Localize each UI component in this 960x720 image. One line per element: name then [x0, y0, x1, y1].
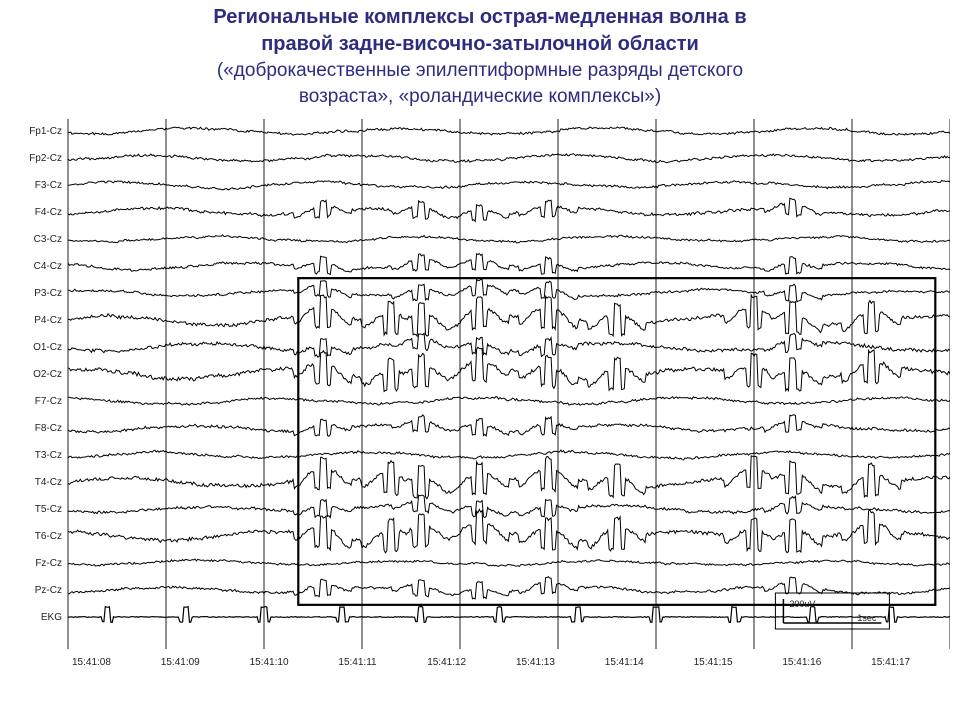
channel-label: F3-Cz — [35, 180, 62, 191]
eeg-trace — [68, 279, 950, 302]
time-axis: 15:41:0815:41:0915:41:1015:41:1115:41:12… — [78, 655, 960, 668]
eeg-trace — [68, 495, 950, 517]
eeg-trace — [68, 415, 950, 436]
channel-label: Fp2-Cz — [29, 153, 62, 164]
time-tick: 15:41:14 — [605, 657, 694, 668]
ekg-trace — [68, 607, 950, 623]
eeg-trace — [68, 397, 950, 406]
highlight-box — [298, 278, 935, 605]
time-tick: 15:41:15 — [694, 657, 783, 668]
eeg-trace — [68, 181, 950, 191]
channel-label: T5-Cz — [35, 504, 62, 515]
channel-label: T6-Cz — [35, 531, 62, 542]
time-tick: 15:41:08 — [72, 657, 161, 668]
channel-label: P4-Cz — [34, 315, 62, 326]
channel-label: T3-Cz — [35, 450, 62, 461]
channel-label: EKG — [41, 612, 62, 623]
eeg-trace — [68, 198, 950, 221]
channel-label: O2-Cz — [33, 369, 62, 380]
scale-uV-label: 200uV — [789, 599, 815, 609]
scale-sec-label: 1sec — [857, 613, 877, 623]
eeg-trace — [68, 254, 950, 275]
eeg-trace — [68, 295, 950, 336]
time-tick: 15:41:10 — [250, 657, 339, 668]
eeg-chart: Fp1-Cz Fp2-Cz F3-Cz F4-Cz C3-Cz C4-Cz P3-Cz P4-… — [10, 115, 950, 668]
time-tick: 15:41:11 — [338, 657, 427, 668]
channel-label: F7-Cz — [35, 396, 62, 407]
channel-label: F8-Cz — [35, 423, 62, 434]
channel-label: P3-Cz — [34, 288, 62, 299]
channel-label: Fz-Cz — [35, 558, 62, 569]
eeg-trace — [68, 450, 950, 460]
eeg-trace — [68, 510, 950, 554]
eeg-trace — [68, 127, 950, 135]
channel-label: T4-Cz — [35, 477, 62, 488]
time-tick: 15:41:17 — [871, 657, 960, 668]
eeg-trace — [68, 559, 950, 566]
channel-label: Pz-Cz — [35, 585, 62, 596]
eeg-trace — [68, 456, 950, 499]
eeg-svg: Fp1-Cz Fp2-Cz F3-Cz F4-Cz C3-Cz C4-Cz P3-Cz P4-… — [10, 115, 950, 655]
time-tick: 15:41:09 — [161, 657, 250, 668]
channel-label: O1-Cz — [33, 342, 62, 353]
title-line-3: («доброкачественные эпилептиформные разр… — [0, 58, 960, 84]
eeg-trace — [68, 235, 950, 243]
slide-title: Региональные комплексы острая-медленная … — [0, 0, 960, 115]
eeg-trace — [68, 334, 950, 358]
time-tick: 15:41:16 — [782, 657, 871, 668]
eeg-trace — [68, 577, 950, 599]
title-line-4: возраста», «роландические комплексы») — [0, 84, 960, 110]
title-line-1: Региональные комплексы острая-медленная … — [0, 4, 960, 31]
time-tick: 15:41:13 — [516, 657, 605, 668]
time-tick: 15:41:12 — [427, 657, 516, 668]
channel-label: F4-Cz — [35, 207, 62, 218]
eeg-trace — [68, 154, 950, 163]
channel-label: C4-Cz — [34, 261, 62, 272]
title-line-2: правой задне-височно-затылочной области — [0, 31, 960, 58]
channel-label: C3-Cz — [34, 234, 62, 245]
channel-label: Fp1-Cz — [29, 126, 62, 137]
